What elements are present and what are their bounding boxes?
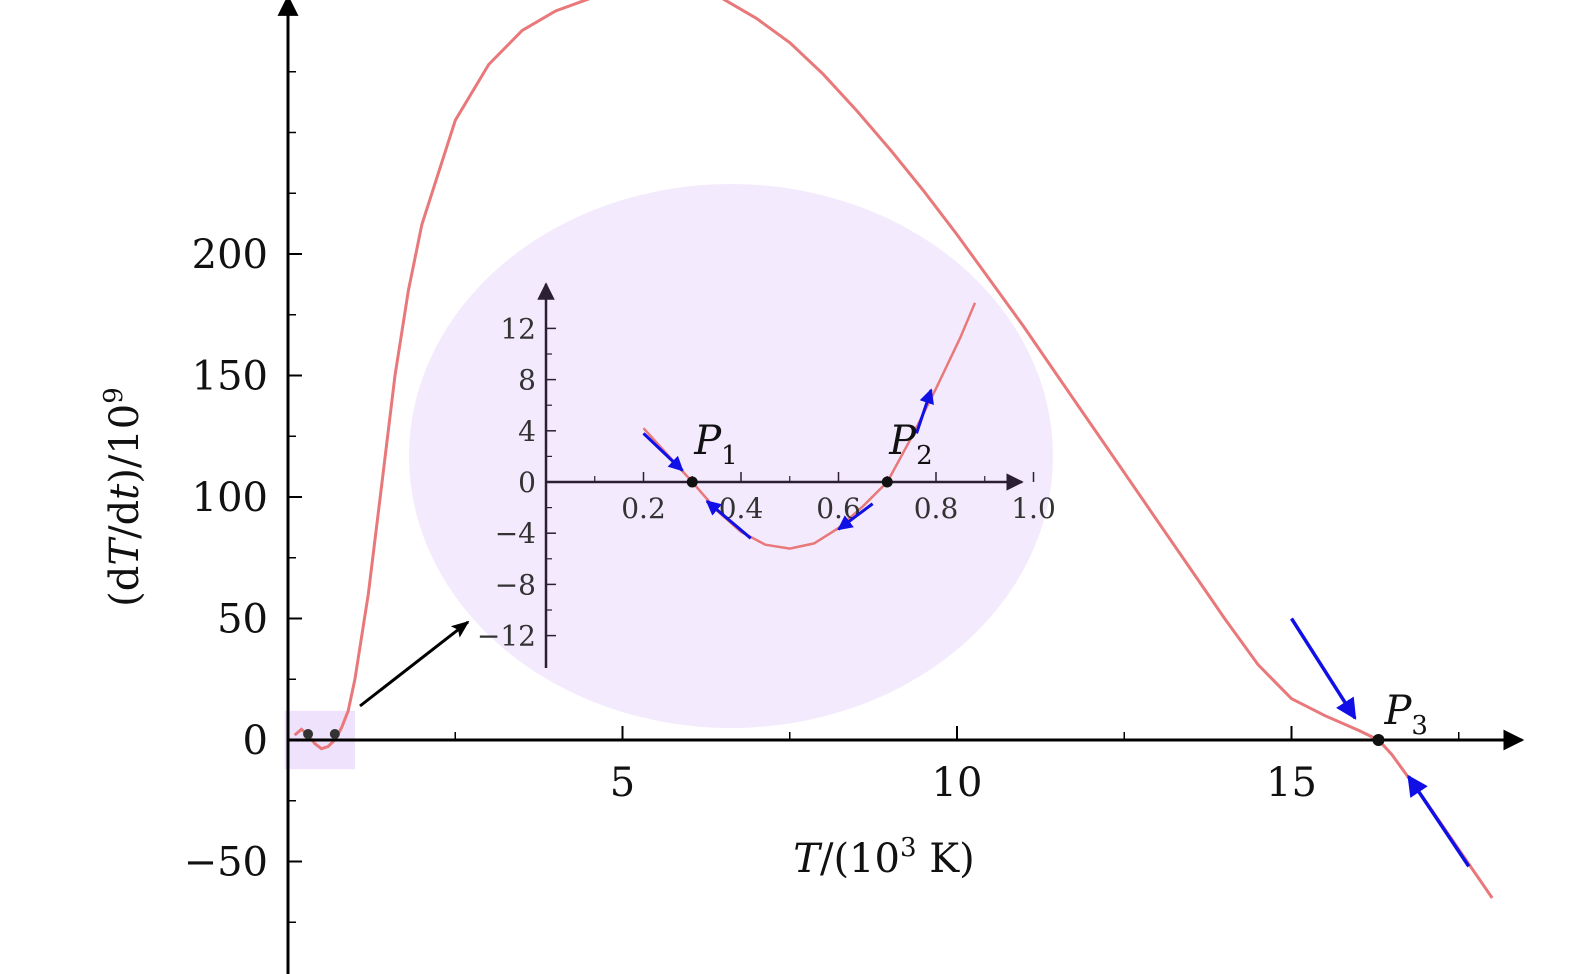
main-series-line-0 xyxy=(293,0,1494,899)
main-axes xyxy=(277,0,1525,974)
x-axis-label: T/(103 K) xyxy=(793,833,974,882)
main-curve-layer xyxy=(293,0,1494,899)
y-tick-label: 150 xyxy=(192,354,268,400)
main-ticks: 5 10 15 −50 0 50 100 150 200 xyxy=(184,71,1460,923)
inset-flow-arrow xyxy=(705,500,752,540)
y-axis-label: (dT/dt)/109 xyxy=(99,387,148,607)
inset-x-tick-label: 0.8 xyxy=(914,492,959,525)
inset-x-tick-label: 0.4 xyxy=(719,492,764,525)
x-tick-label: 15 xyxy=(1266,760,1317,806)
inset-y-tick-label: −4 xyxy=(495,517,536,550)
inset-y-tick-label: −8 xyxy=(495,568,536,601)
inset-x-tick-label: 0.6 xyxy=(816,492,861,525)
inset-y-tick-label: 0 xyxy=(518,466,536,499)
inset-y-tick-label: 8 xyxy=(518,364,536,397)
inset-flow-arrow xyxy=(915,388,934,434)
inset-x-tick-label: 0.2 xyxy=(621,492,666,525)
inset-equilibrium-points: P1 P2 xyxy=(686,418,933,488)
flow-arrow xyxy=(1290,617,1357,720)
equilibrium-point-label: P3 xyxy=(1383,688,1427,741)
inset-equilibrium-point-marker xyxy=(686,476,698,488)
inset-background xyxy=(409,184,1053,728)
y-tick-label: 50 xyxy=(217,597,268,643)
inset-y-tick-label: 4 xyxy=(518,415,536,448)
x-tick-label: 10 xyxy=(932,760,983,806)
y-tick-label: 0 xyxy=(243,718,268,764)
main-equilibrium-points: P3 xyxy=(303,688,1428,746)
inset-equilibrium-point-label: P1 xyxy=(693,418,737,471)
inset-flow-arrow xyxy=(642,432,684,472)
inset-y-tick-label: 12 xyxy=(500,312,536,345)
inset-x-tick-label: 1.0 xyxy=(1011,492,1056,525)
y-tick-label: 200 xyxy=(192,232,268,278)
inset-flow-arrow xyxy=(837,502,874,531)
zoom-pointer-arrow xyxy=(359,620,470,708)
inset-ticks: 0.2 0.4 0.6 0.8 1.0 −12 −8 −4 0 4 8 12 xyxy=(477,312,1056,652)
inset-flow-arrows xyxy=(642,388,934,540)
equilibrium-point-marker xyxy=(1372,734,1385,746)
inset-y-tick-label: −12 xyxy=(477,620,536,653)
inset-axes xyxy=(537,282,1024,668)
inset-equilibrium-point-marker xyxy=(881,476,893,488)
y-tick-label: 100 xyxy=(192,475,268,521)
main-flow-arrows xyxy=(1290,617,1471,868)
y-tick-label: −50 xyxy=(184,840,268,886)
flow-arrow xyxy=(1407,774,1471,868)
zoom-point-marker xyxy=(303,729,314,739)
zoom-point-marker xyxy=(329,729,340,739)
inset-equilibrium-point-label: P2 xyxy=(888,418,932,471)
x-tick-label: 5 xyxy=(610,760,635,806)
